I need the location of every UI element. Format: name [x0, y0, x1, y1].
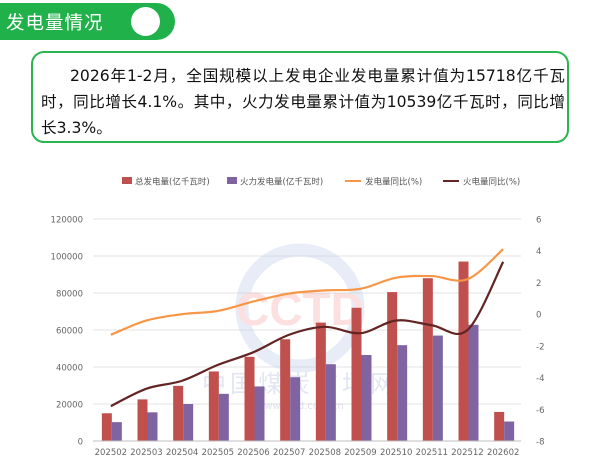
thermal-generation-bar [218, 393, 229, 441]
thermal-generation-bar [361, 354, 372, 441]
thermal-generation-yoy-line [110, 261, 505, 408]
chart-legend: 总发电量(亿千瓦时) 火力发电量(亿千瓦时) 发电量同比(%) 火电量同比(%) [122, 177, 520, 188]
total-generation-bar [315, 322, 326, 441]
y-left-tick-label: 80000 [56, 290, 83, 300]
total-generation-bar [351, 307, 362, 441]
line-series [110, 248, 505, 408]
x-tick-label: 202509 [344, 448, 376, 458]
y-left-tick-label: 0 [78, 438, 83, 448]
x-tick-label: 202502 [95, 448, 127, 458]
thermal-generation-bar [432, 335, 443, 441]
total-generation-bar [137, 399, 148, 441]
thermal-generation-bar [183, 404, 194, 441]
total-generation-bar [244, 356, 255, 441]
thermal-generation-bar [254, 386, 265, 441]
total-generation-bar [494, 411, 505, 441]
thermal-generation-bar [147, 412, 158, 441]
total-generation-yoy-line [110, 248, 504, 336]
x-tick-label: 202510 [380, 448, 412, 458]
x-tick-label: 202505 [202, 448, 234, 458]
x-tick-label: 202511 [416, 448, 448, 458]
thermal-generation-bar [397, 345, 408, 441]
y-left-tick-label: 40000 [56, 364, 83, 374]
y-left-tick-label: 100000 [51, 253, 83, 263]
x-tick-label: 202503 [130, 448, 162, 458]
power-generation-chart: 总发电量(亿千瓦时) 火力发电量(亿千瓦时) 发电量同比(%) 火电量同比(%) CC… [51, 177, 545, 459]
thermal-generation-bar [504, 421, 515, 441]
legend-label: 总发电量(亿千瓦时) [135, 177, 210, 188]
y-right-tick-label: -2 [536, 342, 544, 352]
x-tick-label: 202506 [237, 448, 269, 458]
y-right-tick-label: 2 [536, 279, 541, 289]
y-right-tick-label: -8 [536, 438, 544, 448]
legend-label: 发电量同比(%) [365, 177, 422, 188]
y-right-tick-label: -4 [536, 374, 544, 384]
y-left-tick-label: 120000 [51, 216, 83, 226]
x-tick-label: 202507 [273, 448, 305, 458]
y-left-tick-label: 20000 [56, 401, 83, 411]
total-generation-bar [173, 385, 184, 441]
total-generation-bar [280, 339, 291, 441]
x-tick-label: 202504 [166, 448, 198, 458]
y-right-tick-label: 4 [536, 247, 541, 257]
legend-label: 火力发电量(亿千瓦时) [240, 177, 323, 188]
total-generation-bar [208, 371, 219, 441]
y-right-tick-label: -6 [536, 406, 544, 416]
summary-box: 2026年1-2月，全国规模以上发电企业发电量累计值为15718亿千瓦时，同比增… [31, 51, 569, 143]
y-right-tick-label: 6 [536, 216, 541, 226]
thermal-generation-bar [325, 364, 336, 441]
thermal-generation-bar [468, 324, 479, 441]
total-generation-bar [422, 278, 433, 441]
x-tick-label: 202602 [487, 448, 519, 458]
x-tick-label: 202512 [451, 448, 483, 458]
thermal-generation-bar [290, 377, 301, 441]
legend-label: 火电量同比(%) [463, 177, 520, 188]
legend-swatch [122, 177, 132, 184]
bar-series [101, 261, 515, 441]
total-generation-bar [101, 413, 112, 441]
y-left-tick-label: 60000 [56, 327, 83, 337]
section-title-bar: 发电量情况 [0, 3, 175, 40]
x-tick-label: 202508 [309, 448, 341, 458]
section-title: 发电量情况 [6, 13, 104, 34]
total-generation-bar [458, 261, 469, 441]
summary-text: 2026年1-2月，全国规模以上发电企业发电量累计值为15718亿千瓦时，同比增… [41, 67, 565, 137]
y-right-tick-label: 0 [536, 311, 541, 321]
chart-axes: 0 20000 40000 60000 80000 100000 120000 -8 -6 -4 -… [51, 216, 545, 459]
thermal-generation-bar [111, 422, 122, 441]
title-badge-circle [131, 7, 160, 36]
total-generation-bar [387, 292, 398, 441]
legend-swatch [227, 177, 237, 184]
